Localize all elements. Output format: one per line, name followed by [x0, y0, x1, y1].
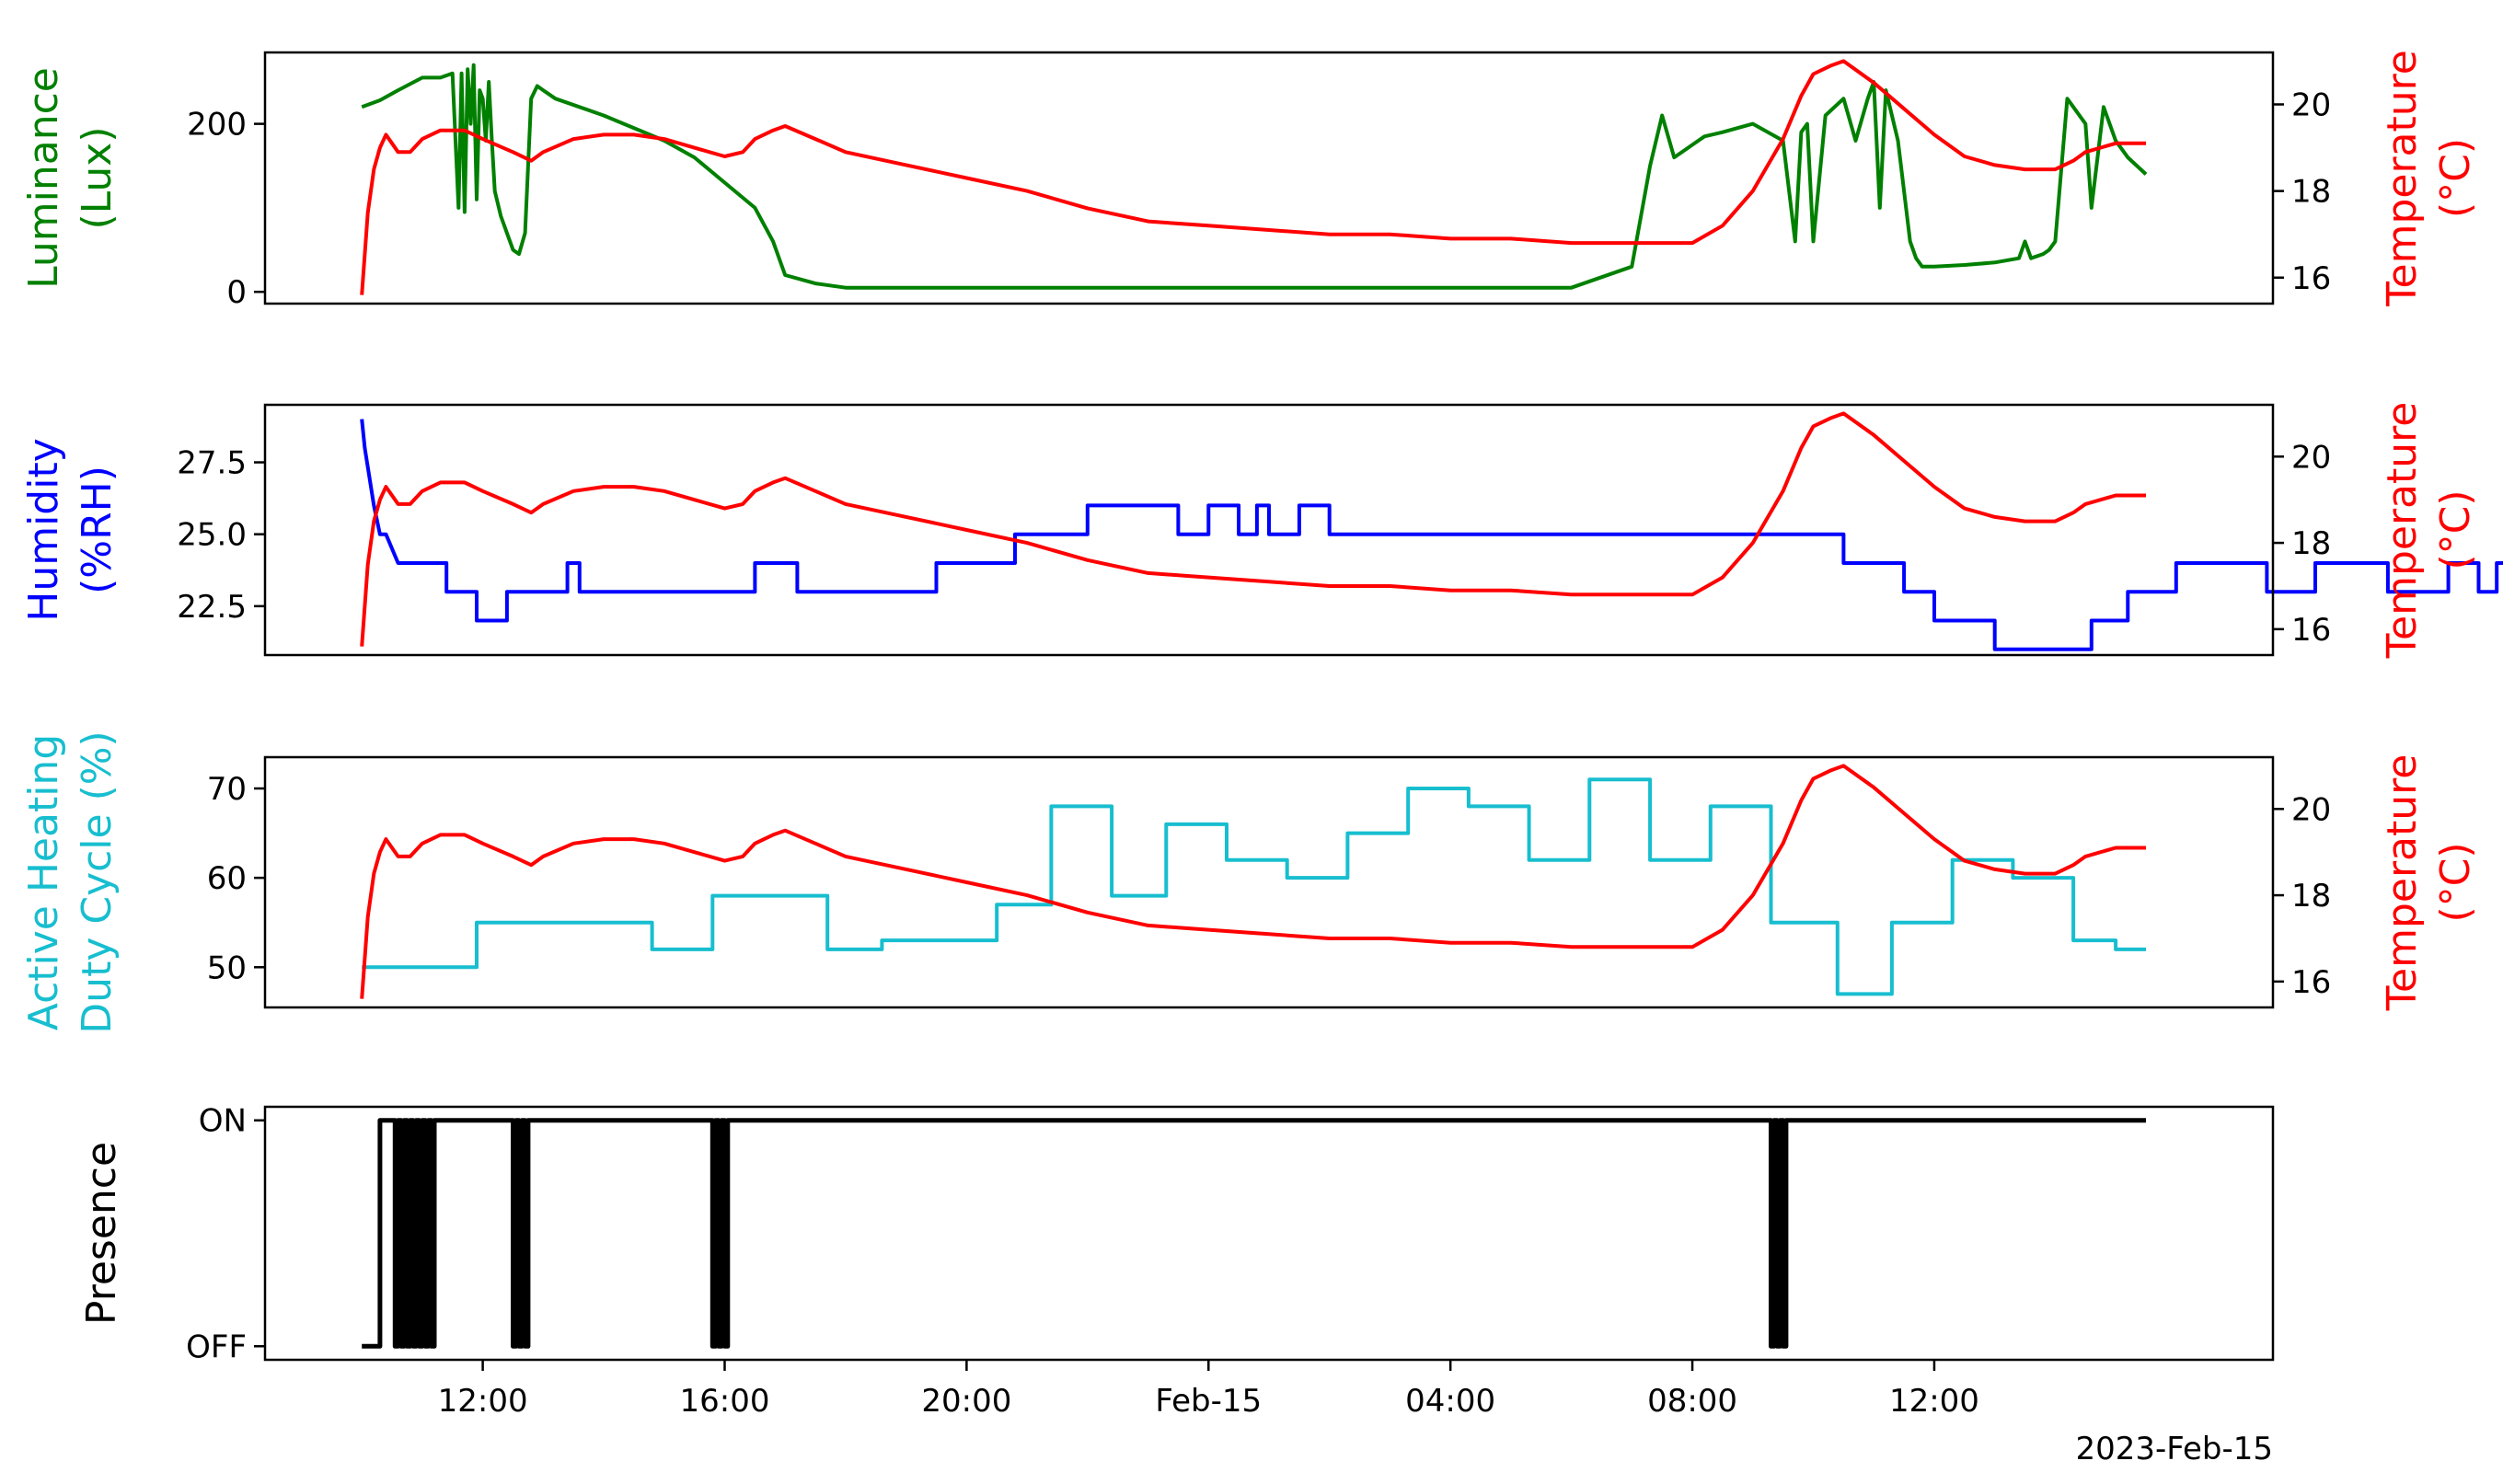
plot-frame-p3	[263, 755, 2275, 1009]
y-axis-label-left: Luminance	[20, 67, 67, 289]
y-tick-label-left: 0	[226, 274, 247, 311]
y-tick-label-left: ON	[199, 1103, 247, 1140]
series-line-temperature-p3	[360, 764, 2146, 999]
plot-frame-p4	[263, 1105, 2275, 1362]
plot-frame-p2	[263, 403, 2275, 657]
y-axis-label-right: (°C)	[2432, 842, 2479, 922]
y-tick-label-left: OFF	[186, 1329, 247, 1365]
x-tick-label: 08:00	[1647, 1383, 1737, 1420]
x-tick-label: 16:00	[680, 1383, 770, 1420]
y-axis-label-left: Presence	[78, 1142, 125, 1325]
y-tick-label-left: 70	[207, 771, 247, 808]
x-tick-label: Feb-15	[1155, 1383, 1262, 1420]
y-axis-label-left: (%RH)	[74, 466, 121, 594]
x-tick-label: 04:00	[1405, 1383, 1495, 1420]
y-axis-label-right: Temperature	[2379, 50, 2426, 307]
y-tick-label-right: 20	[2291, 439, 2331, 476]
series-line-primary-p1	[361, 63, 2148, 290]
y-tick-label-right: 16	[2291, 612, 2331, 649]
plot-frame-p1	[263, 51, 2275, 305]
y-axis-label-left: (Lux)	[74, 127, 121, 230]
y-tick-label-left: 200	[187, 107, 247, 144]
y-axis-label-right: Temperature	[2379, 754, 2426, 1012]
y-tick-label-right: 20	[2291, 86, 2331, 123]
x-tick-label: 12:00	[438, 1383, 528, 1420]
y-axis-label-left: Duty Cycle (%)	[74, 730, 121, 1033]
series-line-temperature-p2	[360, 411, 2146, 647]
y-axis-label-right: Temperature	[2379, 402, 2426, 660]
y-tick-label-right: 20	[2291, 791, 2331, 828]
y-tick-label-right: 16	[2291, 260, 2331, 297]
y-tick-label-right: 18	[2291, 525, 2331, 562]
series-line-temperature-p1	[360, 59, 2146, 295]
x-axis-offset-label: 2023-Feb-15	[2075, 1431, 2273, 1467]
series-line-primary-p4	[362, 1118, 2146, 1349]
x-tick-label: 20:00	[921, 1383, 1011, 1420]
y-tick-label-left: 25.0	[177, 517, 247, 554]
y-tick-label-right: 16	[2291, 964, 2331, 1001]
y-tick-label-left: 50	[207, 949, 247, 986]
y-tick-label-left: 60	[207, 860, 247, 897]
y-axis-label-left: Humidity	[20, 438, 67, 622]
y-tick-label-left: 22.5	[177, 589, 247, 626]
series-line-primary-p2	[360, 419, 2503, 651]
y-axis-label-right: (°C)	[2432, 138, 2479, 218]
y-axis-label-left: Active Heating	[20, 734, 67, 1031]
series-line-primary-p3	[362, 777, 2146, 996]
x-tick-label: 12:00	[1889, 1383, 1979, 1420]
y-axis-label-right: (°C)	[2432, 489, 2479, 569]
y-tick-label-right: 18	[2291, 174, 2331, 211]
y-tick-label-left: 27.5	[177, 445, 247, 482]
y-tick-label-right: 18	[2291, 878, 2331, 915]
